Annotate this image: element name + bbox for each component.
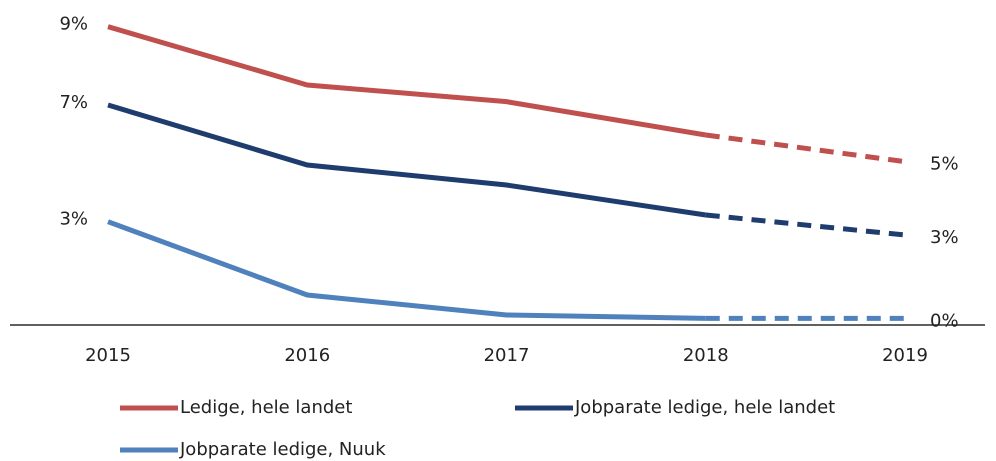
series-line-dashed — [705, 212, 906, 238]
data-label: 5% — [930, 154, 959, 175]
x-tick-label: 2019 — [882, 345, 928, 366]
data-label: 3% — [59, 209, 88, 230]
legend-label: Ledige, hele landet — [180, 397, 352, 418]
series-line-dashed — [705, 132, 906, 165]
legend-label: Jobparate ledige, Nuuk — [179, 439, 386, 460]
x-tick-label: 2015 — [85, 345, 131, 366]
data-label: 7% — [59, 92, 88, 113]
x-tick-label: 2018 — [683, 345, 729, 366]
series-line — [107, 102, 707, 218]
legend-label: Jobparate ledige, hele landet — [574, 397, 835, 418]
data-label: 0% — [930, 310, 959, 331]
data-label: 9% — [59, 14, 88, 35]
x-tick-label: 2016 — [284, 345, 330, 366]
data-label: 3% — [930, 227, 959, 248]
series-line — [107, 24, 707, 138]
x-tick-label: 2017 — [484, 345, 530, 366]
series-line — [107, 219, 706, 321]
